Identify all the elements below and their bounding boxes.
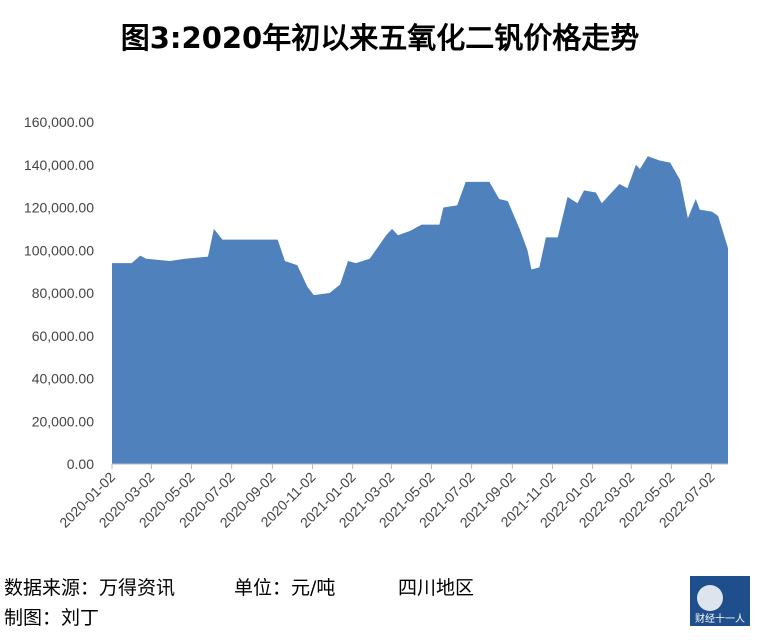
y-tick-label: 120,000.00 (24, 200, 94, 216)
y-tick-label: 20,000.00 (32, 413, 94, 429)
unit: 单位：元/吨 (234, 577, 335, 599)
author: 制图：刘丁 (4, 607, 99, 629)
y-tick-label: 140,000.00 (24, 157, 94, 173)
y-tick-label: 80,000.00 (32, 285, 94, 301)
chart-title: 图3:2020年初以来五氧化二钒价格走势 (121, 21, 640, 55)
area (112, 156, 728, 464)
y-tick-label: 160,000.00 (24, 114, 94, 130)
y-tick-label: 60,000.00 (32, 328, 94, 344)
logo-text: 财经十一人 (695, 612, 745, 625)
y-tick-label: 0.00 (67, 456, 94, 472)
region: 四川地区 (398, 577, 474, 599)
logo-globe (697, 585, 723, 611)
source: 数据来源：万得资讯 (4, 577, 175, 599)
y-tick-label: 100,000.00 (24, 242, 94, 258)
y-tick-label: 40,000.00 (32, 371, 94, 387)
